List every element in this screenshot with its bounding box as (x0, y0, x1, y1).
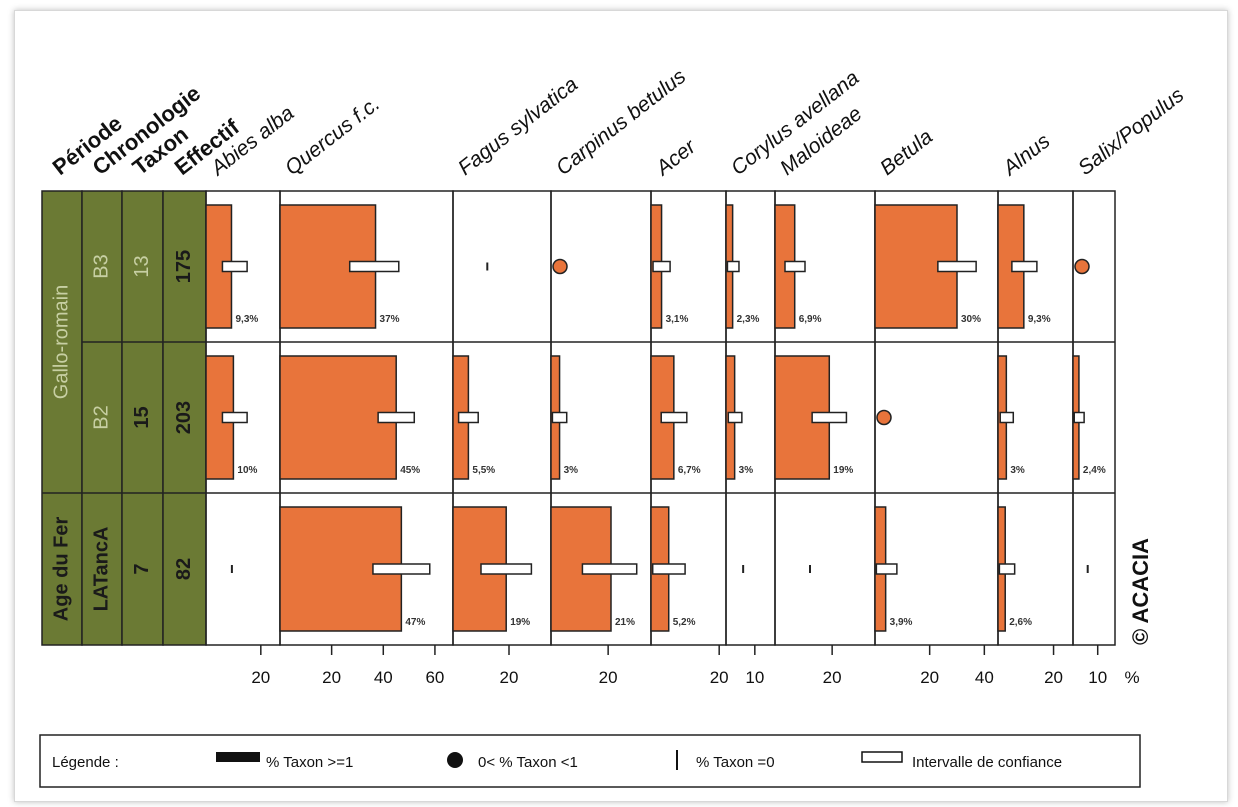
confidence-interval (651, 563, 686, 575)
period-label: Age du Fer (50, 517, 72, 622)
legend-item: 0< % Taxon <1 (478, 754, 578, 771)
confidence-interval (1073, 411, 1085, 424)
data-bar (279, 355, 397, 480)
trace-dot (552, 258, 568, 275)
legend-dot-swatch (447, 752, 463, 768)
tick-label: 20 (251, 668, 270, 687)
tick-label: 40 (975, 668, 994, 687)
tick-label: 20 (710, 668, 729, 687)
info-column-bg (162, 190, 207, 646)
tick-label: 20 (823, 668, 842, 687)
percent-label: 9,3% (235, 314, 258, 325)
legend-ci-swatch (861, 751, 903, 763)
taxon-name: Betula (876, 125, 937, 180)
taxon-name: Quercus f.c. (281, 92, 384, 180)
confidence-interval (660, 411, 688, 424)
percent-label: 5,5% (472, 465, 495, 476)
percent-label: 19% (510, 617, 530, 628)
percent-label: 47% (405, 617, 425, 628)
taxon-name: Acer (650, 135, 701, 182)
tick-label: 10 (1088, 668, 1107, 687)
tick-label: 20 (599, 668, 618, 687)
legend-item: % Taxon =0 (696, 754, 775, 771)
percent-label: 6,7% (678, 465, 701, 476)
percent-label: 45% (400, 465, 420, 476)
percent-label: 3% (1010, 465, 1025, 476)
copyright-label: © ACACIA (1128, 538, 1153, 645)
confidence-interval (652, 260, 671, 273)
confidence-interval (551, 411, 568, 424)
effectif-label: 82 (173, 558, 195, 580)
confidence-interval (480, 563, 533, 575)
taxon-count-label: 15 (131, 406, 153, 428)
confidence-interval (999, 411, 1015, 424)
confidence-interval (221, 411, 248, 424)
legend-bar-swatch (216, 752, 260, 762)
chronologie-label: LATancA (90, 527, 112, 612)
legend-item: Intervalle de confiance (912, 754, 1062, 771)
period-column-bg (41, 190, 83, 646)
percent-label: 3,9% (890, 617, 913, 628)
percent-label: 2,3% (737, 314, 760, 325)
confidence-interval (348, 260, 400, 273)
confidence-interval (811, 411, 848, 424)
taxon-name: Salix/Populus (1074, 83, 1189, 180)
confidence-interval (372, 563, 431, 575)
legend-item: % Taxon >=1 (266, 754, 353, 771)
confidence-interval (726, 260, 740, 273)
effectif-label: 175 (173, 250, 195, 283)
taxon-count-label: 7 (131, 563, 153, 574)
confidence-interval (727, 411, 743, 424)
effectif-label: 203 (173, 401, 195, 434)
confidence-interval (875, 563, 898, 575)
taxon-name: Alnus (997, 129, 1055, 181)
percent-label: 5,2% (673, 617, 696, 628)
tick-label: 20 (322, 668, 341, 687)
trace-dot (1074, 258, 1090, 275)
chronologie-label: B3 (90, 254, 112, 278)
tick-label: 20 (1044, 668, 1063, 687)
period-label: Gallo-romain (50, 285, 72, 399)
percent-label: 30% (961, 314, 981, 325)
percent-label: 3,1% (666, 314, 689, 325)
percent-label: 37% (380, 314, 400, 325)
percent-label: 19% (833, 465, 853, 476)
tick-label: 40 (374, 668, 393, 687)
confidence-interval (377, 411, 416, 424)
confidence-interval (221, 260, 248, 273)
percent-label: 21% (615, 617, 635, 628)
confidence-interval (457, 411, 479, 424)
percent-label: 6,9% (799, 314, 822, 325)
percent-label: 2,4% (1083, 465, 1106, 476)
unit-label: % (1124, 668, 1139, 687)
confidence-interval (581, 563, 638, 575)
tick-label: 20 (920, 668, 939, 687)
info-column-bg (81, 190, 123, 646)
tick-label: 20 (500, 668, 519, 687)
percent-label: 3% (564, 465, 579, 476)
taxon-count-label: 13 (131, 255, 153, 277)
percent-label: 9,3% (1028, 314, 1051, 325)
legend-title: Légende : (52, 754, 119, 771)
percent-label: 2,6% (1009, 617, 1032, 628)
trace-dot (876, 409, 892, 426)
tick-label: 10 (745, 668, 764, 687)
confidence-interval (784, 260, 806, 273)
percent-label: 10% (237, 465, 257, 476)
confidence-interval (998, 563, 1016, 575)
confidence-interval (1011, 260, 1038, 273)
chronologie-label: B2 (90, 405, 112, 429)
tick-label: 60 (425, 668, 444, 687)
percent-label: 3% (739, 465, 754, 476)
confidence-interval (937, 260, 977, 273)
